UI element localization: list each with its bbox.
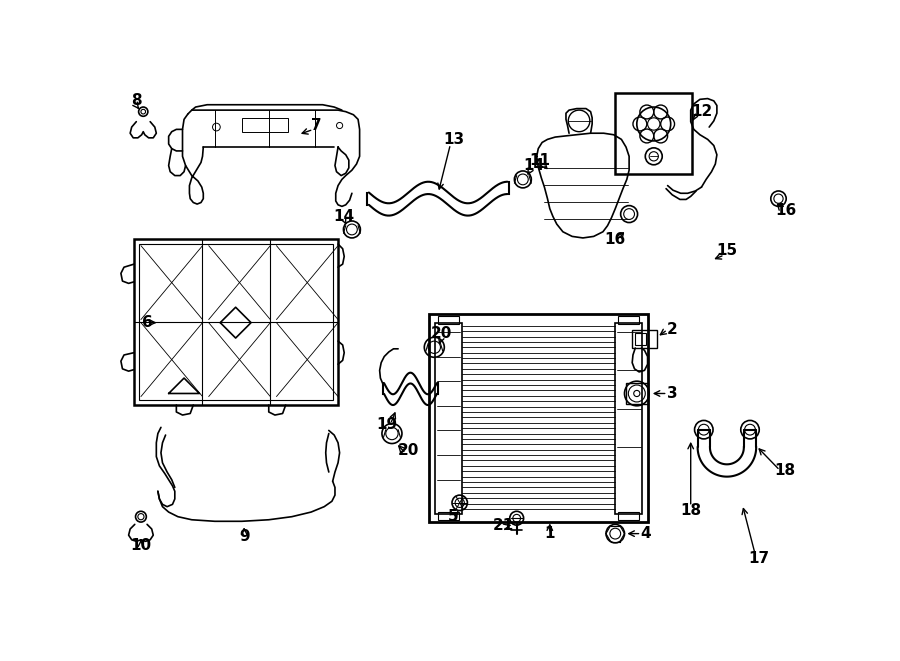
Text: 9: 9 <box>238 529 249 544</box>
Text: 20: 20 <box>430 326 452 341</box>
Text: 3: 3 <box>667 386 678 401</box>
Bar <box>618 512 639 520</box>
Text: 16: 16 <box>776 203 796 217</box>
Text: 19: 19 <box>377 417 398 432</box>
Bar <box>242 118 288 132</box>
Text: 14: 14 <box>523 158 544 173</box>
Bar <box>632 330 657 348</box>
Text: 4: 4 <box>641 526 652 541</box>
Text: 16: 16 <box>605 232 626 247</box>
Bar <box>134 239 338 405</box>
Text: 12: 12 <box>691 104 712 119</box>
Text: 18: 18 <box>774 463 796 478</box>
Bar <box>438 512 459 520</box>
Bar <box>140 244 333 400</box>
Bar <box>618 317 639 324</box>
Bar <box>435 323 462 514</box>
Text: 13: 13 <box>443 132 464 147</box>
Text: 10: 10 <box>130 539 151 553</box>
Bar <box>616 323 643 514</box>
Text: 7: 7 <box>311 118 322 133</box>
Bar <box>616 93 692 174</box>
Text: 14: 14 <box>334 209 355 224</box>
Text: 17: 17 <box>748 551 769 566</box>
Text: 21: 21 <box>493 518 514 533</box>
Bar <box>438 317 459 324</box>
Bar <box>626 383 648 405</box>
Text: 8: 8 <box>131 93 141 108</box>
Text: 15: 15 <box>716 243 737 258</box>
Text: 18: 18 <box>680 503 701 518</box>
Text: 2: 2 <box>667 322 678 337</box>
Text: 5: 5 <box>448 509 459 524</box>
Text: 20: 20 <box>398 443 419 458</box>
Bar <box>635 332 646 345</box>
Text: 1: 1 <box>544 526 555 541</box>
Text: 11: 11 <box>529 153 550 168</box>
Bar <box>429 314 648 522</box>
Text: 6: 6 <box>141 315 152 330</box>
